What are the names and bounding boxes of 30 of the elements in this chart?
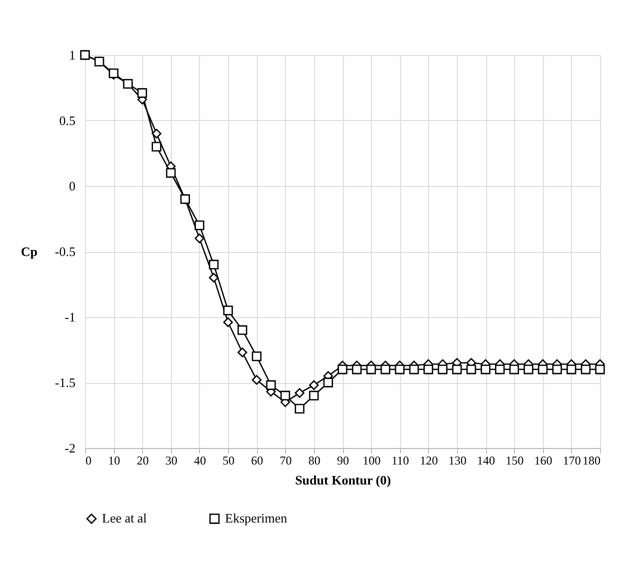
x-tick-label: 20 — [136, 454, 149, 468]
legend-label: Eksperimen — [225, 510, 288, 526]
x-tick-label: 0 — [86, 454, 92, 468]
y-tick-label: 0.5 — [59, 113, 76, 128]
y-tick-label: 0 — [69, 178, 76, 194]
x-tick-label: 160 — [534, 454, 552, 468]
x-tick-label: 60 — [251, 454, 264, 468]
y-tick-label: -0.5 — [54, 244, 76, 259]
x-tick-label: 50 — [222, 454, 235, 468]
y-tick-label: -1 — [64, 310, 76, 324]
x-tick-label: 170 — [562, 454, 581, 468]
x-tick-label: 140 — [477, 454, 496, 468]
x-tick-label: 100 — [362, 454, 381, 468]
x-tick-label: 30 — [165, 454, 178, 468]
x-tick-label: 130 — [448, 454, 466, 468]
y-tick-label: 1 — [69, 48, 76, 62]
x-tick-label: 180 — [582, 454, 600, 468]
x-tick-label: 70 — [280, 454, 292, 468]
y-tick-label: -1.5 — [54, 375, 76, 390]
x-tick-label: 120 — [420, 454, 438, 468]
x-axis-title: Sudut Kontur (0) — [295, 472, 391, 488]
x-tick-label: 110 — [391, 454, 410, 468]
x-tick-label: 40 — [194, 454, 206, 468]
x-tick-label: 150 — [506, 454, 524, 468]
x-tick-label: 80 — [308, 454, 320, 468]
x-tick-label: 90 — [337, 454, 349, 468]
y-axis-title: Cp — [20, 244, 38, 259]
legend-label: Lee at al — [102, 510, 148, 526]
x-tick-label: 10 — [108, 454, 120, 468]
y-tick-label: -2 — [64, 440, 76, 456]
